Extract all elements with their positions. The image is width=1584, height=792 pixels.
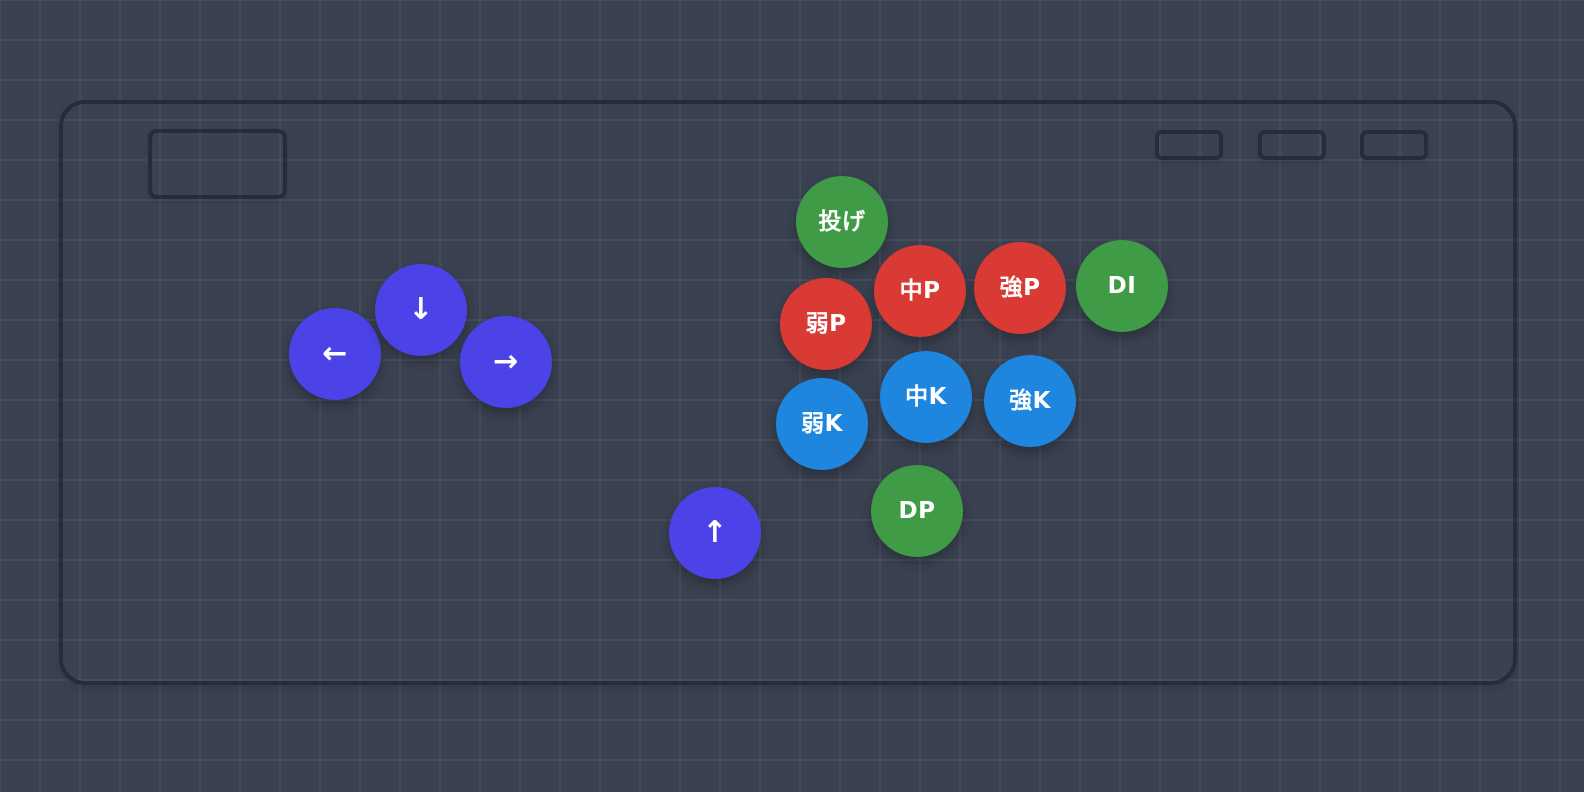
button-di-label: DI <box>1107 272 1137 299</box>
button-hp-label: 強P <box>999 274 1041 301</box>
aux-button-slot-2 <box>1258 130 1326 160</box>
button-lk[interactable]: 弱K <box>776 378 868 470</box>
button-right[interactable]: → <box>460 316 552 408</box>
controller-case-outline <box>59 100 1517 685</box>
button-left[interactable]: ← <box>289 308 381 400</box>
button-up[interactable]: ↑ <box>669 487 761 579</box>
right-arrow-icon: → <box>493 344 519 379</box>
aux-button-slot-1 <box>1155 130 1223 160</box>
left-arrow-icon: ← <box>322 336 348 371</box>
button-lp-label: 弱P <box>805 310 847 337</box>
down-arrow-icon: ↓ <box>408 292 434 327</box>
button-dp-label: DP <box>898 497 936 524</box>
button-mp[interactable]: 中P <box>874 245 966 337</box>
button-hk[interactable]: 強K <box>984 355 1076 447</box>
button-lp[interactable]: 弱P <box>780 278 872 370</box>
button-di[interactable]: DI <box>1076 240 1168 332</box>
button-lk-label: 弱K <box>801 410 843 437</box>
button-mk-label: 中K <box>905 383 947 410</box>
button-throw[interactable]: 投げ <box>796 176 888 268</box>
screen-cutout <box>148 129 287 199</box>
aux-button-slot-3 <box>1360 130 1428 160</box>
button-dp[interactable]: DP <box>871 465 963 557</box>
button-mk[interactable]: 中K <box>880 351 972 443</box>
button-hp[interactable]: 強P <box>974 242 1066 334</box>
button-down[interactable]: ↓ <box>375 264 467 356</box>
button-throw-label: 投げ <box>818 208 866 235</box>
up-arrow-icon: ↑ <box>702 515 728 550</box>
button-hk-label: 強K <box>1009 387 1051 414</box>
button-mp-label: 中P <box>899 277 941 304</box>
